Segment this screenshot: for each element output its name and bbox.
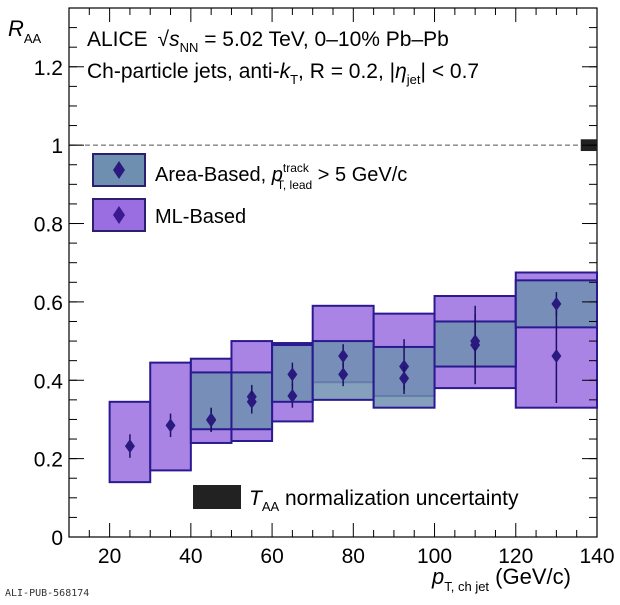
y-tick-label: 1.2	[34, 57, 63, 80]
area-based-marker	[338, 367, 349, 382]
ml-based-marker	[551, 348, 562, 363]
y-tick-label: 0.2	[34, 449, 63, 472]
area-based-points	[206, 292, 562, 432]
legend-taa-swatch	[193, 485, 241, 509]
y-axis-title: RAA	[8, 16, 42, 46]
legend-area-label: Area-Based, ptrack T, lead > 5 GeV/c	[155, 161, 407, 192]
axis-ticks: 20 40 60 80 100 120 140 0 0.2 0.4 0.6 0.8 1 1.2	[34, 7, 615, 568]
header-line-1: ALICE √sNN = 5.02 TeV, 0–10% Pb–Pb	[87, 28, 449, 55]
x-tick-label: 60	[260, 545, 283, 568]
ml-based-marker	[124, 439, 135, 454]
legend-area-marker	[113, 161, 125, 179]
y-tick-label: 0.4	[34, 370, 64, 393]
area-based-marker	[551, 296, 562, 311]
x-tick-label: 40	[179, 545, 202, 568]
y-tick-label: 0.8	[34, 214, 63, 237]
area-based-marker	[399, 371, 410, 386]
legend-taa-label: TAA normalization uncertainty	[249, 487, 519, 514]
ml-based-marker	[338, 348, 349, 363]
legend-ml-marker	[113, 206, 125, 224]
x-tick-label: 20	[98, 545, 121, 568]
x-tick-label: 100	[417, 545, 452, 568]
x-tick-label: 120	[498, 545, 533, 568]
area-based-marker	[287, 367, 298, 382]
area-based-marker	[470, 334, 481, 349]
y-tick-label: 1	[51, 135, 63, 158]
ml-based-marker	[287, 388, 298, 403]
publication-id: ALI-PUB-568174	[5, 588, 90, 599]
area-based-marker	[206, 412, 217, 427]
area-based-marker	[246, 394, 257, 409]
x-tick-label: 80	[342, 545, 365, 568]
ml-based-marker	[165, 418, 176, 433]
x-tick-label: 140	[579, 545, 614, 568]
header-line-2: Ch-particle jets, anti-kT, R = 0.2, |ηje…	[87, 60, 479, 87]
x-axis-title: pT, ch jet (GeV/c)	[431, 564, 571, 594]
legend-ml-label: ML-Based	[155, 206, 246, 228]
y-tick-label: 0	[51, 527, 63, 550]
y-tick-label: 0.6	[34, 292, 63, 315]
